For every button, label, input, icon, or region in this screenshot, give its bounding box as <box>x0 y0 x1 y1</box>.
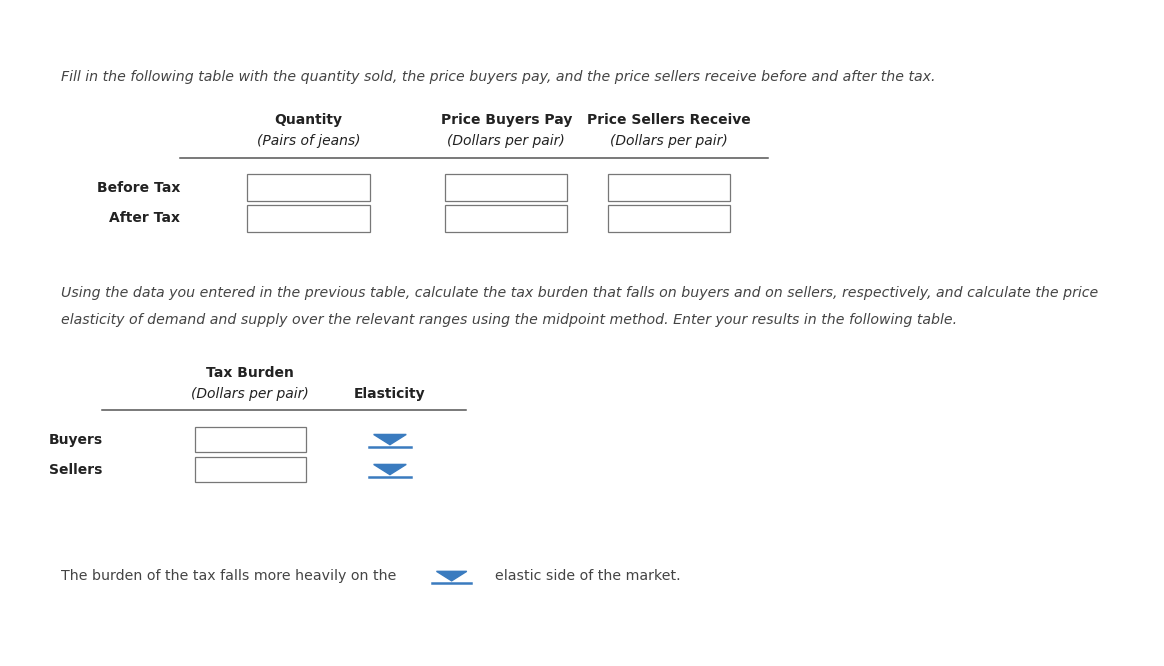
FancyBboxPatch shape <box>445 205 567 232</box>
Text: The burden of the tax falls more heavily on the: The burden of the tax falls more heavily… <box>61 569 396 583</box>
Text: Before Tax: Before Tax <box>97 180 180 195</box>
FancyBboxPatch shape <box>248 205 370 232</box>
Text: Sellers: Sellers <box>49 462 102 477</box>
Text: Elasticity: Elasticity <box>354 387 426 401</box>
Text: Buyers: Buyers <box>49 432 102 447</box>
FancyBboxPatch shape <box>445 174 567 201</box>
Text: Tax Burden: Tax Burden <box>206 366 294 380</box>
Text: (Dollars per pair): (Dollars per pair) <box>610 134 729 148</box>
Polygon shape <box>436 571 467 581</box>
Text: elastic side of the market.: elastic side of the market. <box>495 569 680 583</box>
Text: Price Sellers Receive: Price Sellers Receive <box>588 113 751 127</box>
FancyBboxPatch shape <box>194 427 305 452</box>
Text: Using the data you entered in the previous table, calculate the tax burden that : Using the data you entered in the previo… <box>61 286 1098 300</box>
FancyBboxPatch shape <box>194 457 305 482</box>
FancyBboxPatch shape <box>248 174 370 201</box>
Text: After Tax: After Tax <box>109 211 180 226</box>
Text: (Dollars per pair): (Dollars per pair) <box>191 387 310 401</box>
Polygon shape <box>374 434 406 445</box>
Text: (Pairs of jeans): (Pairs of jeans) <box>257 134 360 148</box>
Polygon shape <box>374 464 406 475</box>
Text: Quantity: Quantity <box>275 113 342 127</box>
Text: Price Buyers Pay: Price Buyers Pay <box>441 113 572 127</box>
FancyBboxPatch shape <box>608 174 731 201</box>
Text: (Dollars per pair): (Dollars per pair) <box>447 134 566 148</box>
Text: elasticity of demand and supply over the relevant ranges using the midpoint meth: elasticity of demand and supply over the… <box>61 313 957 327</box>
Text: Fill in the following table with the quantity sold, the price buyers pay, and th: Fill in the following table with the qua… <box>61 70 935 84</box>
FancyBboxPatch shape <box>608 205 731 232</box>
